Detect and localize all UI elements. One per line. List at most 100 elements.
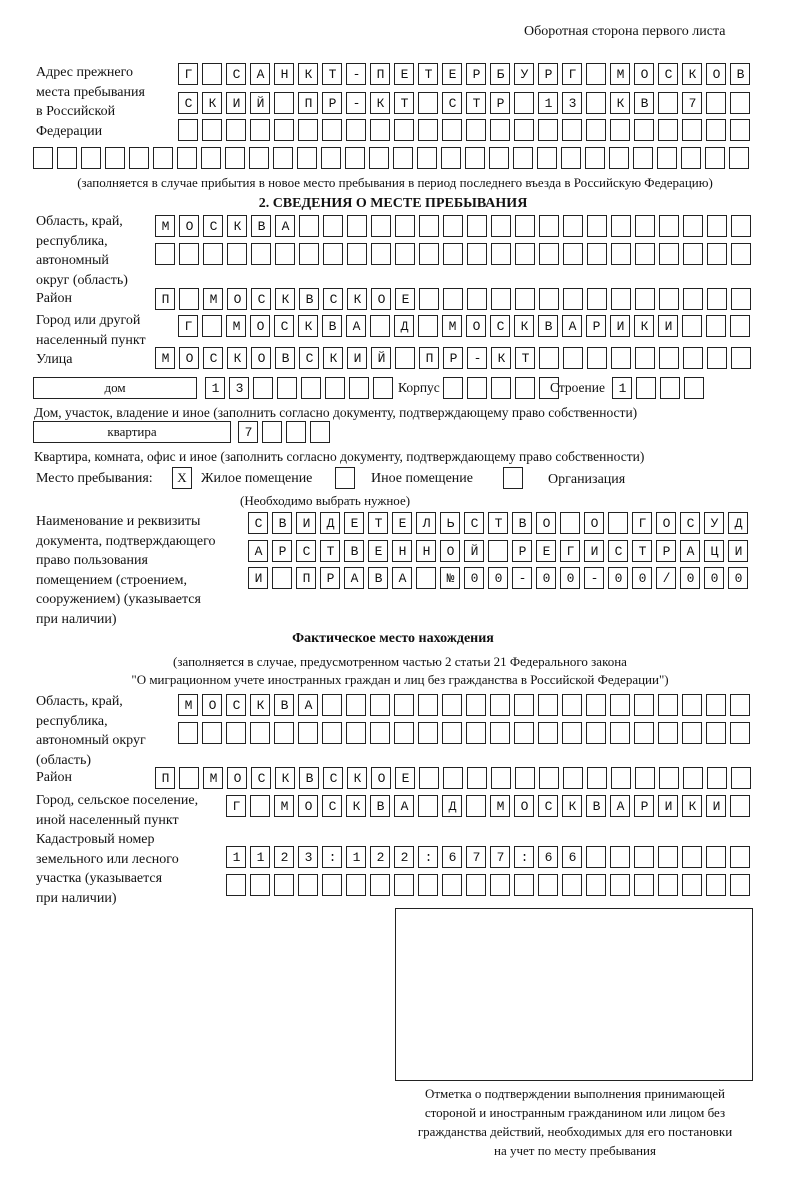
actual-city-row-cell[interactable] [706, 795, 726, 817]
actual-city-row-cell[interactable] [730, 795, 750, 817]
region-row-1-cell[interactable] [491, 215, 511, 237]
actual-region-row-2-cell[interactable] [634, 722, 654, 744]
actual-district-row-cell[interactable] [587, 767, 607, 789]
actual-region-row-1-cell[interactable] [466, 694, 486, 716]
street-row-cell[interactable] [587, 347, 607, 369]
previous-address-row-4-cell[interactable] [705, 147, 725, 169]
house-number-row-cell[interactable] [229, 377, 249, 399]
cadastral-row-2-cell[interactable] [586, 874, 606, 896]
korpus-row-cell[interactable] [491, 377, 511, 399]
actual-region-row-1-cell[interactable] [250, 694, 270, 716]
previous-address-row-3-cell[interactable] [442, 119, 462, 141]
district-row-cell[interactable] [299, 288, 319, 310]
document-row-3-cell[interactable] [536, 567, 556, 589]
korpus-row-cell[interactable] [467, 377, 487, 399]
cadastral-row-2-cell[interactable] [706, 874, 726, 896]
previous-address-row-4-cell[interactable] [729, 147, 749, 169]
actual-district-row-cell[interactable] [203, 767, 223, 789]
region-row-2-cell[interactable] [635, 243, 655, 265]
actual-region-row-1-cell[interactable] [346, 694, 366, 716]
previous-address-row-1-cell[interactable] [706, 63, 726, 85]
region-row-2-cell[interactable] [179, 243, 199, 265]
document-row-3-cell[interactable] [632, 567, 652, 589]
actual-region-row-2-cell[interactable] [706, 722, 726, 744]
previous-address-row-2-cell[interactable] [634, 92, 654, 114]
street-row-cell[interactable] [659, 347, 679, 369]
actual-region-row-1-cell[interactable] [226, 694, 246, 716]
district-row-cell[interactable] [155, 288, 175, 310]
previous-address-row-3-cell[interactable] [586, 119, 606, 141]
region-row-2-cell[interactable] [539, 243, 559, 265]
actual-region-row-2-cell[interactable] [682, 722, 702, 744]
previous-address-row-3-cell[interactable] [514, 119, 534, 141]
actual-district-row-cell[interactable] [323, 767, 343, 789]
actual-region-row-2-cell[interactable] [370, 722, 390, 744]
cadastral-row-2-cell[interactable] [490, 874, 510, 896]
actual-district-row-cell[interactable] [179, 767, 199, 789]
region-row-1-cell[interactable] [443, 215, 463, 237]
street-row-cell[interactable] [611, 347, 631, 369]
actual-district-row-cell[interactable] [515, 767, 535, 789]
actual-region-row-1-cell[interactable] [322, 694, 342, 716]
street-row-cell[interactable] [539, 347, 559, 369]
cadastral-row-1-cell[interactable] [298, 846, 318, 868]
city-row-cell[interactable] [538, 315, 558, 337]
district-row-cell[interactable] [371, 288, 391, 310]
document-row-3-cell[interactable] [488, 567, 508, 589]
cadastral-row-1-cell[interactable] [538, 846, 558, 868]
actual-region-row-1-cell[interactable] [562, 694, 582, 716]
street-row-cell[interactable] [683, 347, 703, 369]
previous-address-row-1-cell[interactable] [178, 63, 198, 85]
document-row-3-cell[interactable] [248, 567, 268, 589]
cadastral-row-1-cell[interactable] [586, 846, 606, 868]
previous-address-row-2-cell[interactable] [586, 92, 606, 114]
previous-address-row-1-cell[interactable] [298, 63, 318, 85]
previous-address-row-3-cell[interactable] [274, 119, 294, 141]
region-row-1-cell[interactable] [251, 215, 271, 237]
house-number-row-cell[interactable] [325, 377, 345, 399]
cadastral-row-1-cell[interactable] [514, 846, 534, 868]
previous-address-row-1-cell[interactable] [250, 63, 270, 85]
region-row-2-cell[interactable] [299, 243, 319, 265]
document-row-3-cell[interactable] [392, 567, 412, 589]
actual-district-row-cell[interactable] [731, 767, 751, 789]
previous-address-row-2-cell[interactable] [202, 92, 222, 114]
region-row-1-cell[interactable] [203, 215, 223, 237]
house-number-row-cell[interactable] [301, 377, 321, 399]
region-row-2-cell[interactable] [611, 243, 631, 265]
house-number-row-cell[interactable] [205, 377, 225, 399]
city-row-cell[interactable] [226, 315, 246, 337]
actual-region-row-2-cell[interactable] [418, 722, 438, 744]
actual-city-row-cell[interactable] [322, 795, 342, 817]
previous-address-row-2-cell[interactable] [178, 92, 198, 114]
actual-region-row-2-cell[interactable] [490, 722, 510, 744]
previous-address-row-3-cell[interactable] [610, 119, 630, 141]
region-row-1-cell[interactable] [659, 215, 679, 237]
actual-city-row-cell[interactable] [490, 795, 510, 817]
house-number-row-cell[interactable] [373, 377, 393, 399]
cadastral-row-1-cell[interactable] [226, 846, 246, 868]
region-row-2-cell[interactable] [227, 243, 247, 265]
previous-address-row-1-cell[interactable] [610, 63, 630, 85]
building-row-cell[interactable] [612, 377, 632, 399]
street-row-cell[interactable] [467, 347, 487, 369]
actual-region-row-1-cell[interactable] [274, 694, 294, 716]
apartment-row-cell[interactable] [310, 421, 330, 443]
actual-district-row-cell[interactable] [659, 767, 679, 789]
document-row-2-cell[interactable] [680, 540, 700, 562]
region-row-1-cell[interactable] [419, 215, 439, 237]
cadastral-row-1-cell[interactable] [658, 846, 678, 868]
document-row-3-cell[interactable] [512, 567, 532, 589]
actual-city-row-cell[interactable] [250, 795, 270, 817]
region-row-1-cell[interactable] [611, 215, 631, 237]
actual-district-row-cell[interactable] [395, 767, 415, 789]
previous-address-row-4-cell[interactable] [681, 147, 701, 169]
district-row-cell[interactable] [347, 288, 367, 310]
actual-city-row-cell[interactable] [562, 795, 582, 817]
actual-region-row-2-cell[interactable] [538, 722, 558, 744]
region-row-2-cell[interactable] [275, 243, 295, 265]
district-row-cell[interactable] [563, 288, 583, 310]
previous-address-row-1-cell[interactable] [562, 63, 582, 85]
actual-region-row-2-cell[interactable] [466, 722, 486, 744]
previous-address-row-1-cell[interactable] [490, 63, 510, 85]
